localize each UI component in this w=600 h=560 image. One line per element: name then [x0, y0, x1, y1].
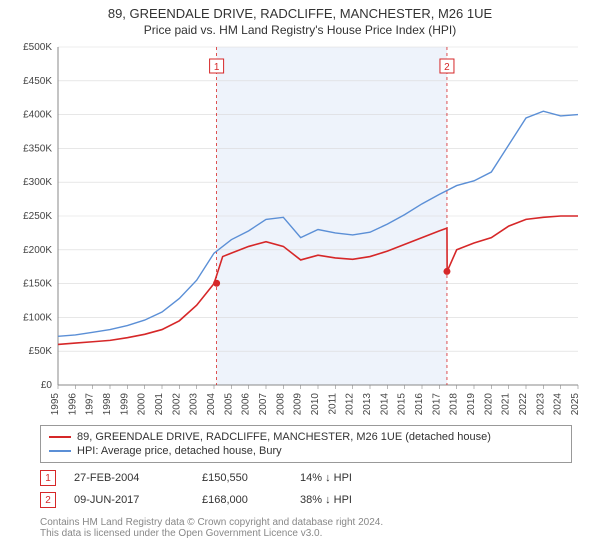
transaction-price: £168,000 — [202, 494, 282, 506]
legend-label-property: 89, GREENDALE DRIVE, RADCLIFFE, MANCHEST… — [77, 431, 491, 443]
svg-text:2000: 2000 — [137, 393, 148, 416]
svg-text:£100K: £100K — [23, 312, 52, 323]
svg-text:2003: 2003 — [189, 393, 200, 416]
svg-text:2004: 2004 — [206, 393, 217, 416]
svg-text:2018: 2018 — [449, 393, 460, 416]
svg-text:2007: 2007 — [258, 393, 269, 416]
svg-text:£200K: £200K — [23, 245, 52, 256]
transaction-row: 2 09-JUN-2017 £168,000 38% ↓ HPI — [40, 489, 572, 511]
svg-text:1: 1 — [214, 62, 220, 73]
svg-text:1999: 1999 — [119, 393, 130, 416]
legend: 89, GREENDALE DRIVE, RADCLIFFE, MANCHEST… — [40, 425, 572, 463]
svg-text:2006: 2006 — [241, 393, 252, 416]
svg-text:2013: 2013 — [362, 393, 373, 416]
transaction-date: 09-JUN-2017 — [74, 494, 184, 506]
svg-text:£0: £0 — [41, 380, 53, 391]
legend-swatch-property — [49, 436, 71, 438]
svg-text:£450K: £450K — [23, 76, 52, 87]
svg-text:2014: 2014 — [379, 393, 390, 416]
transaction-badge-1: 1 — [40, 470, 56, 486]
title-line-2: Price paid vs. HM Land Registry's House … — [0, 23, 600, 37]
svg-text:2008: 2008 — [275, 393, 286, 416]
footer-line-2: This data is licensed under the Open Gov… — [40, 528, 572, 539]
svg-text:£250K: £250K — [23, 211, 52, 222]
transaction-row: 1 27-FEB-2004 £150,550 14% ↓ HPI — [40, 467, 572, 489]
transaction-badge-2: 2 — [40, 492, 56, 508]
title-line-1: 89, GREENDALE DRIVE, RADCLIFFE, MANCHEST… — [0, 6, 600, 21]
svg-text:2005: 2005 — [223, 393, 234, 416]
svg-text:2016: 2016 — [414, 393, 425, 416]
svg-text:£50K: £50K — [29, 346, 53, 357]
footer-attribution: Contains HM Land Registry data © Crown c… — [40, 517, 572, 539]
price-chart: £0 £50K £100K £150K £200K £250K £300K £350K £400… — [10, 39, 590, 419]
svg-text:1996: 1996 — [67, 393, 78, 416]
footer-line-1: Contains HM Land Registry data © Crown c… — [40, 517, 572, 528]
svg-text:£150K: £150K — [23, 279, 52, 290]
chart-title-block: 89, GREENDALE DRIVE, RADCLIFFE, MANCHEST… — [0, 0, 600, 39]
transaction-diff: 38% ↓ HPI — [300, 494, 410, 506]
legend-item-property: 89, GREENDALE DRIVE, RADCLIFFE, MANCHEST… — [49, 430, 563, 444]
transaction-diff: 14% ↓ HPI — [300, 472, 410, 484]
svg-text:2012: 2012 — [345, 393, 356, 416]
svg-text:2001: 2001 — [154, 393, 165, 416]
svg-text:1998: 1998 — [102, 393, 113, 416]
svg-text:2010: 2010 — [310, 393, 321, 416]
legend-label-hpi: HPI: Average price, detached house, Bury — [77, 445, 282, 457]
svg-text:2022: 2022 — [518, 393, 529, 416]
transaction-date: 27-FEB-2004 — [74, 472, 184, 484]
svg-text:2015: 2015 — [397, 393, 408, 416]
svg-text:£400K: £400K — [23, 110, 52, 121]
svg-text:2025: 2025 — [570, 393, 581, 416]
legend-swatch-hpi — [49, 450, 71, 452]
svg-text:2023: 2023 — [535, 393, 546, 416]
svg-text:2020: 2020 — [483, 393, 494, 416]
transaction-price: £150,550 — [202, 472, 282, 484]
svg-text:2019: 2019 — [466, 393, 477, 416]
legend-item-hpi: HPI: Average price, detached house, Bury — [49, 444, 563, 458]
svg-text:2024: 2024 — [553, 393, 564, 416]
svg-text:2017: 2017 — [431, 393, 442, 416]
svg-text:2002: 2002 — [171, 393, 182, 416]
svg-text:2011: 2011 — [327, 393, 338, 415]
svg-text:1995: 1995 — [50, 393, 61, 416]
chart-svg: £0 £50K £100K £150K £200K £250K £300K £350K £400… — [10, 39, 590, 419]
svg-text:2009: 2009 — [293, 393, 304, 416]
svg-text:2: 2 — [444, 62, 450, 73]
transactions-block: 1 27-FEB-2004 £150,550 14% ↓ HPI 2 09-JU… — [40, 467, 572, 511]
svg-text:£500K: £500K — [23, 42, 52, 53]
svg-text:£300K: £300K — [23, 177, 52, 188]
svg-text:1997: 1997 — [85, 393, 96, 416]
svg-text:2021: 2021 — [501, 393, 512, 416]
svg-text:£350K: £350K — [23, 143, 52, 154]
